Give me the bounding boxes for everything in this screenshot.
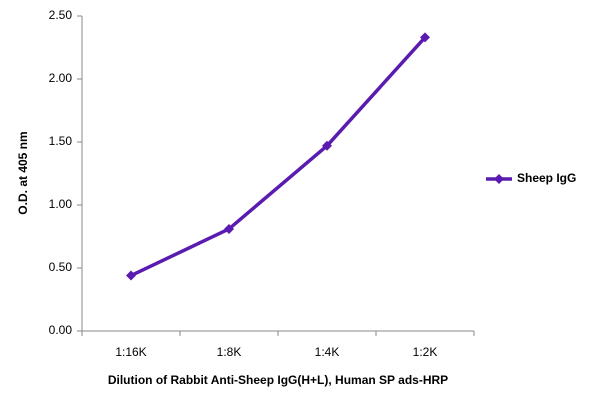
y-tick-label: 0.50 <box>49 260 73 274</box>
y-tick-label: 2.00 <box>49 71 73 85</box>
y-tick-label: 2.50 <box>49 8 73 22</box>
y-tick-label: 0.00 <box>49 323 73 337</box>
y-tick-label: 1.00 <box>49 197 73 211</box>
x-tick-label: 1:2K <box>413 345 438 359</box>
legend-marker <box>494 174 504 184</box>
marker <box>224 223 234 234</box>
marker <box>420 32 430 43</box>
marker <box>126 270 136 281</box>
legend-label: Sheep IgG <box>517 171 576 185</box>
y-axis-title: O.D. at 405 nm <box>16 131 30 214</box>
marker <box>322 140 332 151</box>
x-axis-title: Dilution of Rabbit Anti-Sheep IgG(H+L), … <box>108 373 448 387</box>
x-tick-label: 1:4K <box>315 345 340 359</box>
x-tick-label: 1:8K <box>217 345 242 359</box>
series-line <box>130 36 427 278</box>
x-tick-label: 1:16K <box>115 345 146 359</box>
y-tick-label: 1.50 <box>49 134 73 148</box>
